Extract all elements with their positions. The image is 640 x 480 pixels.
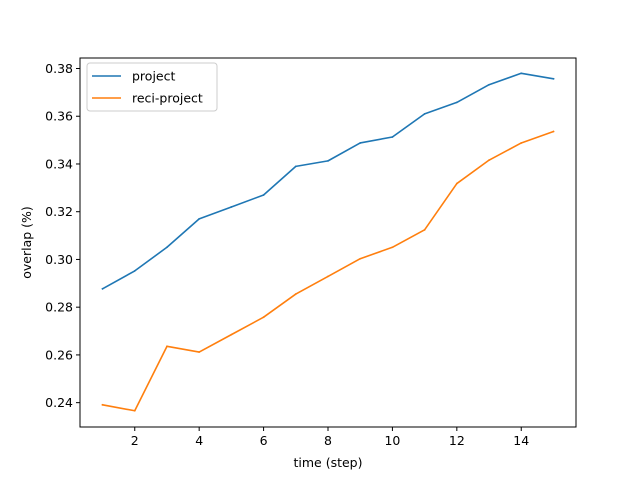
x-tick-label: 12: [449, 433, 465, 448]
legend: project reci-project: [86, 62, 218, 112]
data-point-reci-project: [133, 409, 136, 412]
x-tick-label: 10: [384, 433, 400, 448]
data-point-reci-project: [294, 293, 297, 295]
data-point-reci-project: [359, 257, 362, 260]
legend-box: [86, 62, 218, 112]
data-point-reci-project: [391, 246, 394, 249]
plot-background: [80, 58, 576, 427]
data-point-project: [294, 165, 297, 168]
data-point-project: [359, 142, 362, 144]
data-point-project: [166, 246, 168, 249]
data-point-project: [101, 287, 104, 290]
data-point-reci-project: [327, 275, 329, 278]
data-point-project: [423, 112, 426, 115]
data-point-reci-project: [520, 142, 523, 144]
data-point-project: [262, 194, 265, 196]
series-lines: [101, 72, 555, 412]
y-axis-ticks: 0.24 0.26 0.28 0.30 0.32 0.34 0.36 0.38: [45, 61, 80, 410]
data-point-project: [230, 206, 233, 208]
x-tick-label: 2: [131, 433, 139, 448]
x-tick-label: 6: [260, 433, 268, 448]
data-point-reci-project: [552, 130, 555, 133]
data-point-project: [520, 72, 523, 75]
data-point-reci-project: [488, 159, 490, 162]
y-tick-label: 0.38: [45, 61, 73, 76]
data-point-project: [552, 77, 555, 80]
x-axis-ticks: 2 4 6 8 10 12 14: [131, 427, 529, 448]
data-point-reci-project: [262, 316, 265, 319]
data-point-reci-project: [423, 228, 426, 231]
legend-label: project: [132, 69, 175, 84]
x-axis-label: time (step): [293, 455, 362, 470]
data-point-project: [455, 101, 458, 104]
y-tick-label: 0.26: [45, 347, 73, 362]
y-tick-label: 0.34: [45, 156, 73, 171]
x-tick-label: 4: [195, 433, 203, 448]
data-point-project: [391, 136, 394, 138]
data-point-project: [133, 270, 136, 272]
y-tick-label: 0.30: [45, 252, 73, 267]
data-point-project: [327, 159, 329, 162]
x-tick-label: 8: [324, 433, 332, 448]
data-point-reci-project: [198, 351, 201, 353]
y-axis-label: overlap (%): [19, 206, 34, 279]
y-tick-label: 0.36: [45, 109, 73, 124]
data-point-reci-project: [101, 403, 104, 406]
data-point-project: [488, 83, 490, 86]
y-tick-label: 0.32: [45, 204, 73, 219]
data-point-reci-project: [166, 345, 168, 348]
data-point-reci-project: [455, 182, 458, 185]
data-point-project: [198, 217, 201, 220]
legend-label: reci-project: [132, 91, 203, 106]
x-tick-label: 14: [513, 433, 529, 448]
y-tick-label: 0.24: [45, 395, 73, 410]
y-tick-label: 0.28: [45, 300, 73, 315]
data-point-reci-project: [230, 333, 233, 336]
